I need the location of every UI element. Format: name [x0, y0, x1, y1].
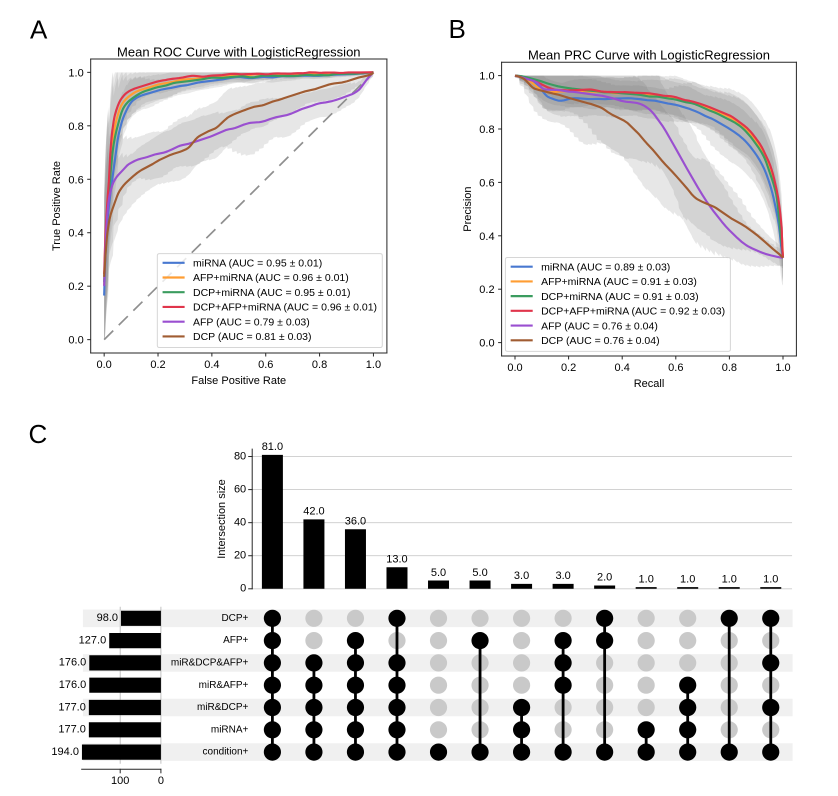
svg-text:0.2: 0.2: [561, 362, 576, 374]
svg-text:0.8: 0.8: [68, 121, 83, 133]
svg-text:AFP+miRNA (AUC = 0.91 ± 0.03): AFP+miRNA (AUC = 0.91 ± 0.03): [541, 276, 697, 288]
svg-text:5.0: 5.0: [472, 567, 487, 579]
svg-text:80: 80: [234, 450, 246, 462]
svg-text:1.0: 1.0: [680, 573, 695, 585]
svg-text:40: 40: [234, 517, 246, 529]
svg-text:60: 60: [234, 483, 246, 495]
svg-text:177.0: 177.0: [58, 701, 86, 713]
svg-text:1.0: 1.0: [775, 362, 790, 374]
svg-text:0.2: 0.2: [150, 359, 165, 371]
svg-text:miRNA (AUC = 0.95 ± 0.01): miRNA (AUC = 0.95 ± 0.01): [193, 257, 322, 269]
svg-text:DCP+miRNA (AUC = 0.95 ± 0.01): DCP+miRNA (AUC = 0.95 ± 0.01): [193, 287, 351, 299]
svg-text:0.2: 0.2: [479, 284, 494, 296]
svg-text:DCP+AFP+miRNA (AUC = 0.92 ± 0.: DCP+AFP+miRNA (AUC = 0.92 ± 0.03): [541, 306, 725, 318]
svg-text:36.0: 36.0: [345, 515, 366, 527]
svg-text:1.0: 1.0: [479, 71, 494, 83]
svg-text:Mean ROC Curve with LogisticRe: Mean ROC Curve with LogisticRegression: [117, 44, 360, 59]
svg-text:127.0: 127.0: [79, 634, 107, 646]
svg-text:miR&DCP+: miR&DCP+: [197, 702, 249, 713]
svg-text:0.0: 0.0: [507, 362, 522, 374]
svg-text:0.6: 0.6: [68, 174, 83, 186]
svg-text:miR&DCP&AFP+: miR&DCP&AFP+: [171, 657, 249, 668]
svg-text:0.4: 0.4: [68, 228, 83, 240]
svg-text:0.4: 0.4: [479, 231, 494, 243]
svg-text:1.0: 1.0: [639, 573, 654, 585]
svg-text:B: B: [449, 14, 466, 44]
svg-text:miRNA+: miRNA+: [211, 724, 249, 735]
svg-text:1.0: 1.0: [722, 573, 737, 585]
svg-text:0.8: 0.8: [722, 362, 737, 374]
svg-text:0.2: 0.2: [68, 281, 83, 293]
svg-text:Intersection size: Intersection size: [216, 479, 228, 558]
svg-text:DCP+AFP+miRNA (AUC = 0.96 ± 0.: DCP+AFP+miRNA (AUC = 0.96 ± 0.01): [193, 302, 377, 314]
svg-text:5.0: 5.0: [431, 567, 446, 579]
svg-text:True Positive Rate: True Positive Rate: [51, 161, 63, 251]
svg-text:miRNA (AUC = 0.89 ± 0.03): miRNA (AUC = 0.89 ± 0.03): [541, 261, 670, 273]
svg-text:DCP+: DCP+: [221, 613, 248, 624]
svg-text:condition+: condition+: [203, 747, 249, 758]
svg-text:3.0: 3.0: [555, 570, 570, 582]
svg-text:AFP (AUC = 0.79 ± 0.03): AFP (AUC = 0.79 ± 0.03): [193, 316, 310, 328]
svg-text:42.0: 42.0: [303, 506, 324, 518]
svg-text:miR&AFP+: miR&AFP+: [199, 680, 249, 691]
svg-text:AFP+miRNA (AUC = 0.96 ± 0.01): AFP+miRNA (AUC = 0.96 ± 0.01): [193, 272, 349, 284]
svg-text:Precision: Precision: [462, 186, 474, 231]
svg-text:1.0: 1.0: [68, 67, 83, 79]
svg-text:DCP+miRNA (AUC = 0.91 ± 0.03): DCP+miRNA (AUC = 0.91 ± 0.03): [541, 291, 699, 303]
svg-text:0: 0: [158, 775, 164, 787]
svg-text:176.0: 176.0: [59, 657, 87, 669]
svg-text:0.8: 0.8: [312, 359, 327, 371]
svg-text:Mean PRC Curve with LogisticRe: Mean PRC Curve with LogisticRegression: [528, 48, 770, 63]
svg-text:100: 100: [111, 775, 129, 787]
svg-text:176.0: 176.0: [59, 679, 87, 691]
svg-text:0.6: 0.6: [258, 359, 273, 371]
svg-text:81.0: 81.0: [262, 441, 283, 453]
svg-text:177.0: 177.0: [58, 724, 86, 736]
svg-text:3.0: 3.0: [514, 570, 529, 582]
svg-text:0.0: 0.0: [479, 338, 494, 350]
svg-text:0.0: 0.0: [97, 359, 112, 371]
svg-text:AFP (AUC = 0.76 ± 0.04): AFP (AUC = 0.76 ± 0.04): [541, 320, 658, 332]
svg-text:Recall: Recall: [634, 378, 665, 390]
svg-text:194.0: 194.0: [51, 746, 79, 758]
svg-text:False Positive Rate: False Positive Rate: [191, 375, 286, 387]
svg-text:13.0: 13.0: [386, 554, 407, 566]
svg-text:DCP (AUC = 0.76 ± 0.04): DCP (AUC = 0.76 ± 0.04): [541, 335, 660, 347]
svg-text:0.4: 0.4: [204, 359, 219, 371]
svg-text:0.0: 0.0: [68, 335, 83, 347]
svg-text:AFP+: AFP+: [223, 635, 248, 646]
svg-text:0.6: 0.6: [479, 177, 494, 189]
svg-text:C: C: [29, 419, 48, 449]
svg-text:0.6: 0.6: [668, 362, 683, 374]
svg-text:0.8: 0.8: [479, 124, 494, 136]
svg-text:0: 0: [240, 583, 246, 595]
svg-text:2.0: 2.0: [597, 572, 612, 584]
svg-text:20: 20: [234, 550, 246, 562]
svg-text:1.0: 1.0: [366, 359, 381, 371]
svg-text:1.0: 1.0: [763, 573, 778, 585]
svg-text:0.4: 0.4: [615, 362, 630, 374]
svg-text:DCP (AUC = 0.81 ± 0.03): DCP (AUC = 0.81 ± 0.03): [193, 331, 312, 343]
svg-text:A: A: [30, 15, 48, 45]
svg-text:98.0: 98.0: [97, 612, 118, 624]
